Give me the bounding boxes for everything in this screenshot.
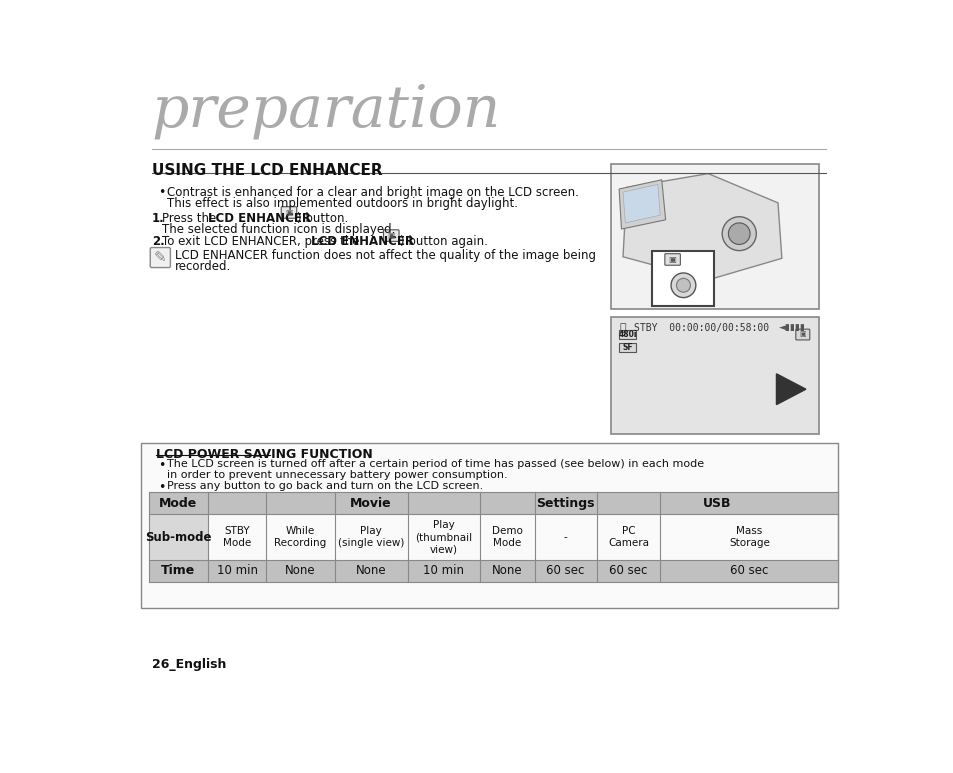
Text: Sub-mode: Sub-mode [145, 530, 212, 543]
Circle shape [728, 223, 749, 244]
Text: 2.: 2. [152, 235, 164, 248]
Text: 1.: 1. [152, 212, 164, 225]
Bar [149, 560, 838, 582]
Polygon shape [622, 174, 781, 280]
Text: 60 sec: 60 sec [609, 564, 647, 577]
Text: STBY
Mode: STBY Mode [223, 526, 251, 548]
Text: 🎥: 🎥 [618, 323, 625, 333]
Text: ◄▮▮▮▮: ◄▮▮▮▮ [779, 323, 805, 332]
Text: The selected function icon is displayed.: The selected function icon is displayed. [162, 223, 395, 236]
Text: PC
Camera: PC Camera [607, 526, 648, 548]
Text: Demo
Mode: Demo Mode [492, 526, 522, 548]
Bar [611, 165, 819, 309]
FancyBboxPatch shape [150, 247, 171, 267]
Text: Settings: Settings [536, 497, 595, 509]
Text: ▣: ▣ [387, 231, 395, 240]
Text: USB: USB [702, 497, 731, 509]
Text: Mass
Storage: Mass Storage [728, 526, 769, 548]
Text: ) button.: ) button. [297, 212, 349, 225]
Bar [652, 250, 714, 306]
FancyBboxPatch shape [281, 206, 296, 218]
Text: 10 min: 10 min [216, 564, 257, 577]
Bar [611, 317, 819, 434]
Text: -: - [563, 532, 567, 542]
Text: LCD ENHANCER: LCD ENHANCER [311, 235, 414, 248]
Text: ) button again.: ) button again. [399, 235, 487, 248]
Text: Press the: Press the [162, 212, 219, 225]
Polygon shape [618, 180, 665, 229]
Text: This effect is also implemented outdoors in bright daylight.: This effect is also implemented outdoors… [167, 197, 517, 210]
Text: None: None [285, 564, 315, 577]
Text: SF: SF [621, 343, 632, 352]
Text: ▣: ▣ [799, 332, 805, 338]
Text: 60 sec: 60 sec [546, 564, 584, 577]
Text: •: • [158, 459, 165, 472]
Text: Press any button to go back and turn on the LCD screen.: Press any button to go back and turn on … [167, 481, 483, 491]
Text: preparation: preparation [152, 83, 500, 139]
Text: LCD ENHANCER: LCD ENHANCER [208, 212, 311, 225]
Text: While
Recording: While Recording [274, 526, 326, 548]
FancyBboxPatch shape [383, 230, 398, 241]
Text: •: • [158, 186, 165, 199]
Text: recorded.: recorded. [174, 260, 231, 273]
Text: 480i: 480i [618, 330, 637, 339]
Text: Play
(single view): Play (single view) [337, 526, 404, 548]
Text: Contrast is enhanced for a clear and bright image on the LCD screen.: Contrast is enhanced for a clear and bri… [167, 186, 578, 199]
Text: Play
(thumbnail
view): Play (thumbnail view) [415, 519, 472, 554]
Text: The LCD screen is turned off after a certain period of time has passed (see belo: The LCD screen is turned off after a cer… [167, 459, 703, 469]
Text: Movie: Movie [350, 497, 392, 509]
Bar [618, 330, 636, 339]
Text: USING THE LCD ENHANCER: USING THE LCD ENHANCER [152, 163, 382, 178]
Bar [149, 492, 838, 514]
Bar [618, 343, 636, 352]
Text: in order to prevent unnecessary battery power consumption.: in order to prevent unnecessary battery … [167, 470, 507, 480]
Text: STBY  00:00:00/00:58:00: STBY 00:00:00/00:58:00 [633, 323, 768, 333]
Text: None: None [355, 564, 386, 577]
Text: ▣: ▣ [668, 255, 676, 264]
Circle shape [676, 278, 690, 292]
Text: To exit LCD ENHANCER, press the: To exit LCD ENHANCER, press the [162, 235, 363, 248]
Text: LCD POWER SAVING FUNCTION: LCD POWER SAVING FUNCTION [156, 448, 373, 461]
Text: Mode: Mode [159, 497, 197, 509]
Circle shape [721, 216, 756, 250]
Text: Time: Time [161, 564, 195, 577]
Text: •: • [158, 481, 165, 494]
Text: 60 sec: 60 sec [729, 564, 768, 577]
Text: ✎: ✎ [153, 250, 167, 265]
Text: ▣: ▣ [285, 209, 293, 217]
Text: LCD ENHANCER function does not affect the quality of the image being: LCD ENHANCER function does not affect th… [174, 249, 596, 262]
Circle shape [670, 273, 695, 298]
Text: 26_English: 26_English [152, 658, 226, 671]
Polygon shape [622, 185, 659, 223]
Polygon shape [776, 374, 805, 404]
FancyBboxPatch shape [664, 254, 679, 265]
Bar [149, 514, 208, 560]
Text: 10 min: 10 min [423, 564, 464, 577]
Text: None: None [492, 564, 522, 577]
Bar [141, 443, 838, 608]
FancyBboxPatch shape [795, 329, 809, 340]
